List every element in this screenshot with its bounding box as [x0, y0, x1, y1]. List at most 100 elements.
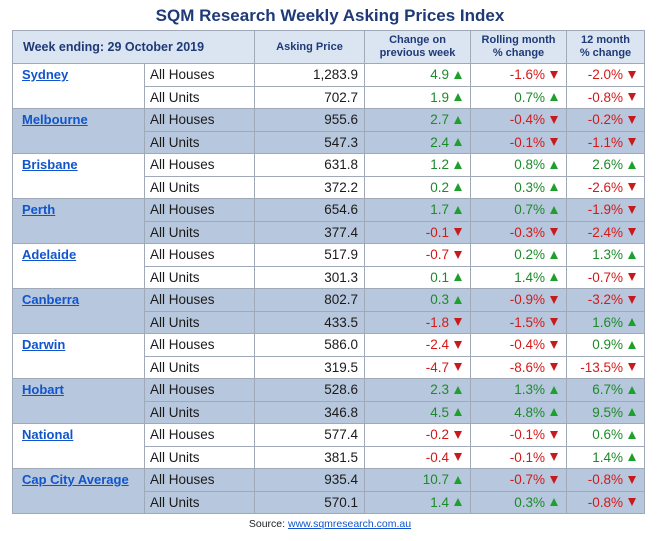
change-cell-value: 4.5 — [430, 404, 449, 420]
city-link[interactable]: Canberra — [22, 292, 80, 307]
twelve-month-header: 12 month% change — [566, 30, 645, 64]
triangle-up-icon — [628, 250, 636, 259]
rolling-month-cell-value: -0.7% — [509, 472, 545, 488]
twelve-month-cell: 1.3% — [566, 243, 645, 267]
asking-price-cell: 547.3 — [254, 130, 365, 154]
city-link[interactable]: Brisbane — [22, 157, 78, 172]
change-cell: 1.9 — [364, 85, 471, 109]
change-cell: -0.7 — [364, 243, 471, 267]
change-cell-value: 10.7 — [422, 472, 449, 488]
city-cell: Brisbane — [12, 153, 145, 199]
rolling-month-cell-value: 1.3% — [514, 382, 545, 398]
dwelling-type-cell: All Units — [144, 310, 255, 334]
change-cell: 1.7 — [364, 198, 471, 222]
rolling-month-cell: -8.6% — [470, 355, 567, 379]
rolling-header-line1: Rolling month — [481, 34, 556, 46]
rolling-month-cell-value: 0.7% — [514, 89, 545, 105]
table-row: All Units 372.2 0.2 0.3% -2.6% — [13, 175, 645, 199]
triangle-up-icon — [454, 205, 462, 214]
asking-price-cell: 802.7 — [254, 288, 365, 312]
twelve-month-cell: -0.8% — [566, 468, 645, 492]
change-cell: -0.4 — [364, 445, 471, 469]
twelve-month-cell-value: -3.2% — [587, 292, 623, 308]
table-row: All Units 702.7 1.9 0.7% -0.8% — [13, 85, 645, 109]
city-link[interactable]: Hobart — [22, 382, 64, 397]
twelve-month-cell-value: -0.7% — [587, 269, 623, 285]
table-row: Melbourne All Houses 955.6 2.7 -0.4% -0.2% — [12, 108, 645, 154]
city-link[interactable]: Cap City Average — [22, 472, 129, 487]
rolling-month-cell: 0.2% — [470, 243, 567, 267]
rolling-month-cell-value: -0.1% — [509, 449, 545, 465]
twelve-month-cell: -3.2% — [566, 288, 645, 312]
change-cell-value: 1.9 — [430, 89, 449, 105]
rolling-month-cell-value: 0.3% — [514, 494, 545, 510]
change-cell-value: 1.7 — [430, 202, 449, 218]
twelve-month-cell: -2.0% — [566, 63, 645, 87]
rolling-month-cell: 0.7% — [470, 198, 567, 222]
twelve-month-cell-value: -0.8% — [587, 494, 623, 510]
table-row: All Units 570.1 1.4 0.3% -0.8% — [13, 490, 645, 514]
page-title: SQM Research Weekly Asking Prices Index — [155, 6, 505, 25]
asking-price-cell: 346.8 — [254, 400, 365, 424]
table-row: All Units 547.3 2.4 -0.1% -1.1% — [13, 130, 645, 154]
dwelling-type-cell: All Houses — [144, 153, 255, 177]
source-link[interactable]: www.sqmresearch.com.au — [287, 518, 412, 530]
twelve-month-cell-value: 2.6% — [592, 157, 623, 173]
asking-price-cell: 319.5 — [254, 355, 365, 379]
table-row: Brisbane All Houses 631.8 1.2 0.8% 2.6% — [12, 153, 645, 199]
city-link[interactable]: National — [22, 427, 74, 442]
triangle-down-icon — [628, 273, 636, 282]
triangle-down-icon — [628, 70, 636, 79]
asking-price-cell: 1,283.9 — [254, 63, 365, 87]
dwelling-type-cell: All Units — [144, 175, 255, 199]
twelve-month-cell: -0.2% — [566, 108, 645, 132]
twelve-month-cell-value: -2.0% — [587, 67, 623, 83]
triangle-down-icon — [550, 363, 558, 372]
asking-price-cell: 631.8 — [254, 153, 365, 177]
twelve-month-cell-value: 9.5% — [592, 404, 623, 420]
rolling-month-cell: -0.3% — [470, 220, 567, 244]
rolling-month-cell-value: -0.1% — [509, 134, 545, 150]
twelve-month-cell-value: 6.7% — [592, 382, 623, 398]
twelve-month-cell: 6.7% — [566, 378, 645, 402]
triangle-down-icon — [550, 115, 558, 124]
asking-prices-table: Week ending: 29 October 2019 Asking Pric… — [12, 30, 645, 514]
city-link[interactable]: Darwin — [22, 337, 66, 352]
triangle-down-icon — [550, 318, 558, 327]
change-header-line2: previous week — [379, 47, 456, 59]
triangle-up-icon — [454, 138, 462, 147]
table-row: All Units 319.5 -4.7 -8.6% -13.5% — [13, 355, 645, 379]
twelve-month-cell-value: 1.6% — [592, 314, 623, 330]
twelve-month-cell: 0.6% — [566, 423, 645, 447]
triangle-up-icon — [454, 183, 462, 192]
rolling-month-cell: -0.4% — [470, 108, 567, 132]
triangle-up-icon — [550, 250, 558, 259]
change-cell-value: -0.7 — [425, 247, 449, 263]
triangle-up-icon — [628, 318, 636, 327]
triangle-down-icon — [628, 295, 636, 304]
triangle-down-icon — [550, 70, 558, 79]
triangle-down-icon — [550, 138, 558, 147]
triangle-up-icon — [454, 385, 462, 394]
dwelling-type-cell: All Units — [144, 130, 255, 154]
rolling-month-cell-value: -0.9% — [509, 292, 545, 308]
rolling-month-cell: 0.3% — [470, 490, 567, 514]
change-header: Change on previous week — [364, 30, 471, 64]
rolling-month-cell-value: -0.4% — [509, 112, 545, 128]
city-link[interactable]: Melbourne — [22, 112, 88, 127]
city-link[interactable]: Perth — [22, 202, 56, 217]
twelve-month-cell: 0.9% — [566, 333, 645, 357]
triangle-up-icon — [550, 205, 558, 214]
change-cell: 4.9 — [364, 63, 471, 87]
change-cell-value: -0.1 — [425, 224, 449, 240]
city-link[interactable]: Adelaide — [22, 247, 77, 262]
city-link[interactable]: Sydney — [22, 67, 69, 82]
triangle-down-icon — [454, 250, 462, 259]
triangle-down-icon — [550, 453, 558, 462]
dwelling-type-cell: All Houses — [144, 108, 255, 132]
dwelling-type-cell: All Units — [144, 400, 255, 424]
twelve-month-cell-value: -1.9% — [587, 202, 623, 218]
twelve-month-cell-value: 1.4% — [592, 449, 623, 465]
rolling-month-cell: -0.9% — [470, 288, 567, 312]
change-cell: -1.8 — [364, 310, 471, 334]
